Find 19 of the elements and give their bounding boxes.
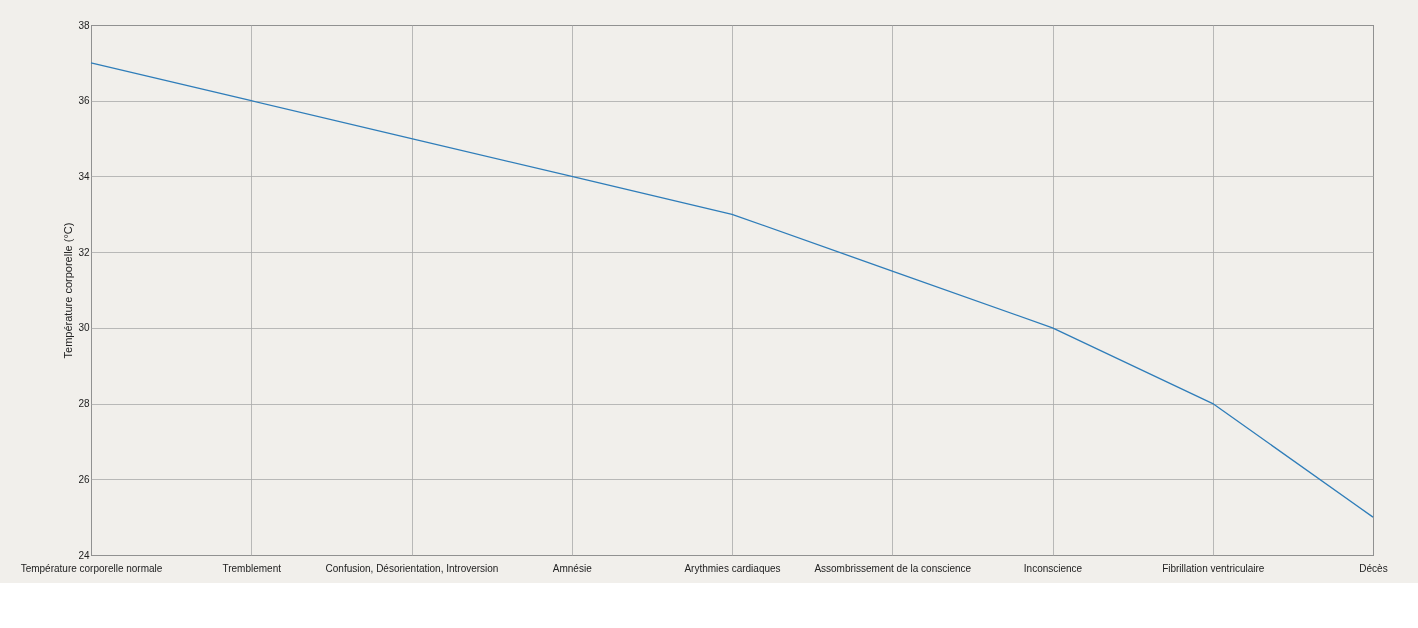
x-tick-label: Assombrissement de la conscience: [814, 562, 972, 574]
y-tick-label: 26: [78, 473, 90, 485]
x-tick-label: Arythmies cardiaques: [684, 562, 781, 574]
x-tick-label: Inconscience: [1023, 562, 1083, 574]
y-tick-label: 32: [78, 246, 90, 258]
x-tick-label: Température corporelle normale: [20, 562, 163, 574]
x-tick-label: Tremblement: [222, 562, 282, 574]
y-tick-label: 38: [78, 19, 90, 31]
y-tick-label: 36: [78, 95, 90, 107]
x-tick-label: Amnésie: [552, 562, 593, 574]
y-tick-label: 34: [78, 170, 90, 182]
y-tick-label: 30: [78, 322, 90, 334]
y-tick-label: 24: [78, 549, 90, 561]
x-tick-label: Fibrillation ventriculaire: [1162, 562, 1265, 574]
y-axis-title: Température corporelle (°C): [62, 222, 75, 359]
line-series: [90, 62, 1374, 518]
x-tick-label: Décès: [1359, 562, 1388, 574]
x-tick-label: Confusion, Désorientation, Introversion: [325, 562, 499, 574]
y-tick-label: 28: [78, 398, 90, 410]
